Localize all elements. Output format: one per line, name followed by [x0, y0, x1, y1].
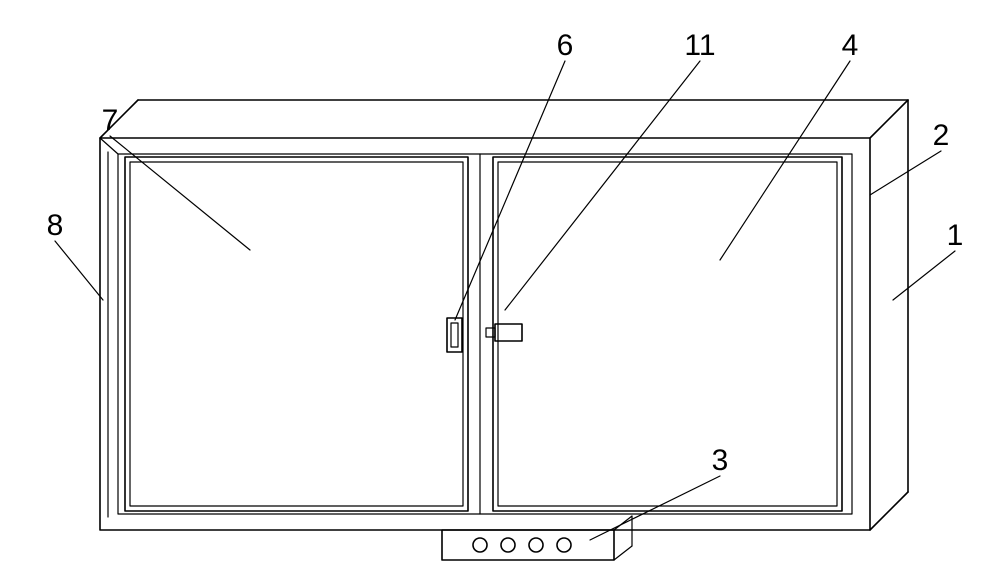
callout-label-4: 4: [842, 29, 859, 62]
callout-label-1: 1: [947, 219, 964, 252]
callout-label-7: 7: [102, 104, 119, 137]
callout-label-6: 6: [557, 29, 574, 62]
callout-label-2: 2: [933, 119, 950, 152]
callout-label-11: 11: [684, 29, 715, 62]
callout-label-3: 3: [712, 444, 729, 477]
technical-diagram: 1 2 3 4 6 7 8 11: [0, 0, 1000, 585]
callout-label-8: 8: [47, 209, 64, 242]
